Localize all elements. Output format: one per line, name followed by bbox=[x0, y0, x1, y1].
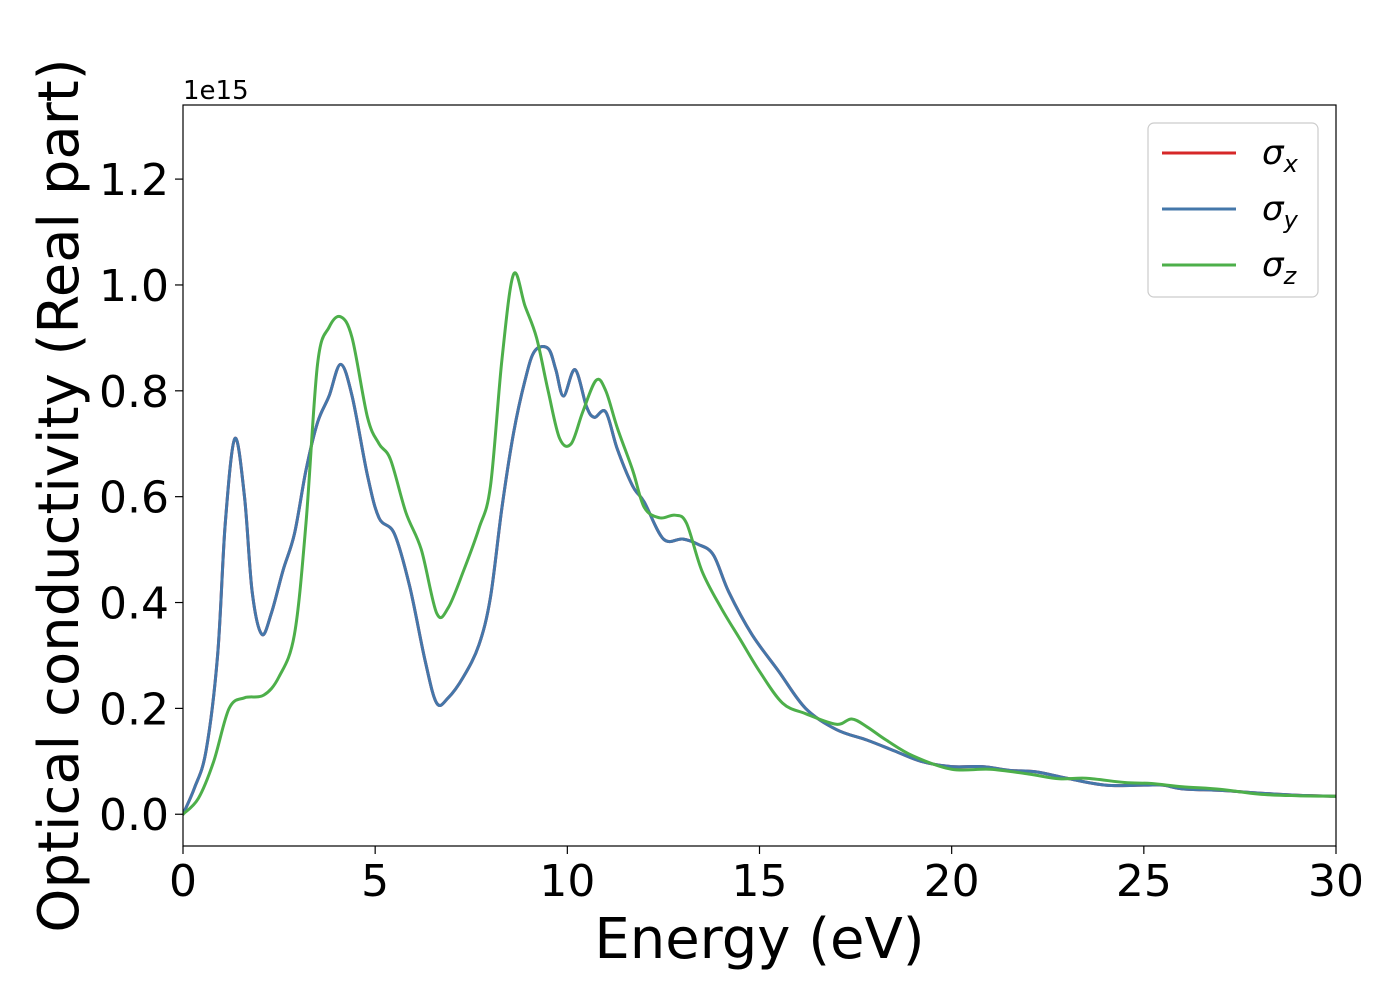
y-tick-label: 0.6 bbox=[99, 473, 169, 524]
legend: σx σy σz bbox=[1147, 122, 1319, 298]
y-tick-label: 0.4 bbox=[99, 579, 169, 630]
series-line-z bbox=[183, 271, 1336, 816]
x-axis-label: Energy (eV) bbox=[594, 907, 924, 972]
axis-ticks: 0 5 10 15 20 25 30 0.0 0.2 0.4 0.6 0.8 1.0 1.2 bbox=[99, 155, 1364, 907]
x-tick-label: 30 bbox=[1308, 856, 1364, 907]
series-line-y bbox=[183, 345, 1336, 816]
y-tick-label: 0.2 bbox=[99, 684, 169, 735]
x-tick-label: 5 bbox=[361, 856, 389, 907]
series-lines bbox=[183, 271, 1336, 816]
y-tick-label: 0.0 bbox=[99, 790, 169, 841]
y-tick-label: 1.0 bbox=[99, 261, 169, 312]
legend-label-y: σy bbox=[1262, 189, 1299, 234]
x-tick-label: 25 bbox=[1116, 856, 1172, 907]
y-axis-label: Optical conductivity (Real part) bbox=[27, 58, 92, 932]
x-tick-label: 15 bbox=[732, 856, 788, 907]
x-tick-label: 0 bbox=[169, 856, 197, 907]
legend-label-z: σz bbox=[1262, 245, 1298, 290]
y-tick-label: 1.2 bbox=[99, 155, 169, 206]
x-tick-label: 10 bbox=[539, 856, 595, 907]
legend-label-x: σx bbox=[1262, 133, 1299, 178]
y-offset-text: 1e15 bbox=[183, 76, 249, 106]
x-tick-label: 20 bbox=[924, 856, 980, 907]
y-tick-label: 0.8 bbox=[99, 367, 169, 418]
